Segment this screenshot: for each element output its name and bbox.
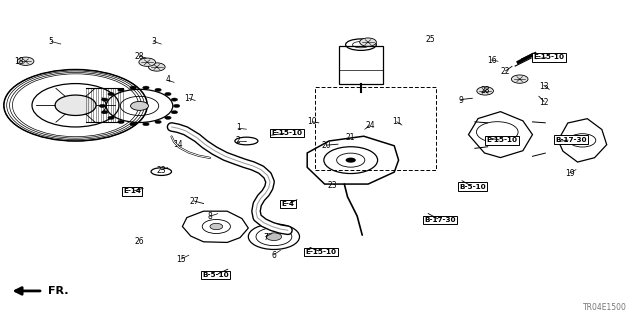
- Bar: [315, 87, 436, 170]
- Circle shape: [164, 116, 171, 119]
- Circle shape: [118, 88, 124, 92]
- Circle shape: [139, 58, 156, 66]
- Circle shape: [210, 223, 223, 230]
- Circle shape: [143, 122, 149, 126]
- Text: 11: 11: [392, 117, 401, 126]
- Text: 4: 4: [165, 75, 170, 84]
- Text: 21: 21: [346, 133, 355, 142]
- Text: E-15-10: E-15-10: [271, 130, 302, 136]
- Circle shape: [101, 98, 108, 101]
- Circle shape: [173, 104, 180, 108]
- Circle shape: [164, 93, 171, 96]
- Text: 9: 9: [458, 96, 463, 105]
- Circle shape: [55, 95, 96, 115]
- Text: 15: 15: [176, 256, 186, 264]
- Text: 28: 28: [134, 52, 143, 61]
- Circle shape: [360, 38, 376, 46]
- Circle shape: [99, 104, 106, 108]
- Text: 14: 14: [173, 140, 183, 149]
- Text: TR04E1500: TR04E1500: [583, 303, 627, 312]
- Text: 1: 1: [236, 123, 241, 132]
- Text: 23: 23: [328, 181, 338, 190]
- Text: 17: 17: [184, 94, 194, 103]
- Text: 18: 18: [15, 57, 24, 66]
- Circle shape: [118, 120, 124, 123]
- Text: 8: 8: [207, 212, 212, 221]
- Text: 12: 12: [540, 98, 548, 107]
- Circle shape: [17, 57, 34, 65]
- Text: E-14: E-14: [123, 189, 141, 194]
- Text: B-17-30: B-17-30: [555, 137, 587, 143]
- Text: 10: 10: [307, 117, 317, 126]
- Text: 25: 25: [425, 35, 435, 44]
- Circle shape: [155, 120, 161, 123]
- Circle shape: [511, 75, 528, 83]
- Text: E-4: E-4: [282, 201, 294, 207]
- Text: 5: 5: [49, 37, 54, 46]
- Text: 28: 28: [481, 86, 490, 95]
- Text: 3: 3: [151, 37, 156, 46]
- Text: 6: 6: [271, 251, 276, 260]
- Text: 13: 13: [539, 82, 549, 91]
- Circle shape: [131, 101, 148, 110]
- Text: 22: 22: [501, 67, 510, 76]
- Circle shape: [130, 122, 136, 126]
- Circle shape: [172, 111, 178, 114]
- Text: 26: 26: [134, 237, 145, 246]
- Circle shape: [172, 98, 178, 101]
- Text: 20: 20: [321, 141, 332, 150]
- Circle shape: [155, 88, 161, 92]
- Circle shape: [130, 86, 136, 89]
- Text: 7: 7: [263, 233, 268, 242]
- Text: 16: 16: [486, 56, 497, 65]
- Text: E-15-10: E-15-10: [534, 55, 564, 60]
- Text: 19: 19: [564, 169, 575, 178]
- Text: 27: 27: [189, 197, 199, 206]
- Circle shape: [148, 63, 165, 71]
- Text: FR.: FR.: [48, 286, 68, 296]
- Text: B-5-10: B-5-10: [459, 184, 486, 189]
- Circle shape: [477, 87, 493, 95]
- Circle shape: [101, 111, 108, 114]
- Circle shape: [108, 93, 115, 96]
- Text: E-15-10: E-15-10: [306, 249, 337, 255]
- Circle shape: [346, 158, 356, 163]
- Circle shape: [108, 116, 115, 119]
- Circle shape: [266, 233, 282, 241]
- Text: 24: 24: [365, 121, 375, 130]
- Circle shape: [143, 86, 149, 89]
- Text: B-17-30: B-17-30: [424, 217, 456, 223]
- Text: 2: 2: [236, 136, 241, 145]
- Text: B-5-10: B-5-10: [202, 272, 229, 278]
- Text: E-15-10: E-15-10: [486, 137, 517, 143]
- Bar: [339, 46, 383, 84]
- Text: 23: 23: [156, 166, 166, 175]
